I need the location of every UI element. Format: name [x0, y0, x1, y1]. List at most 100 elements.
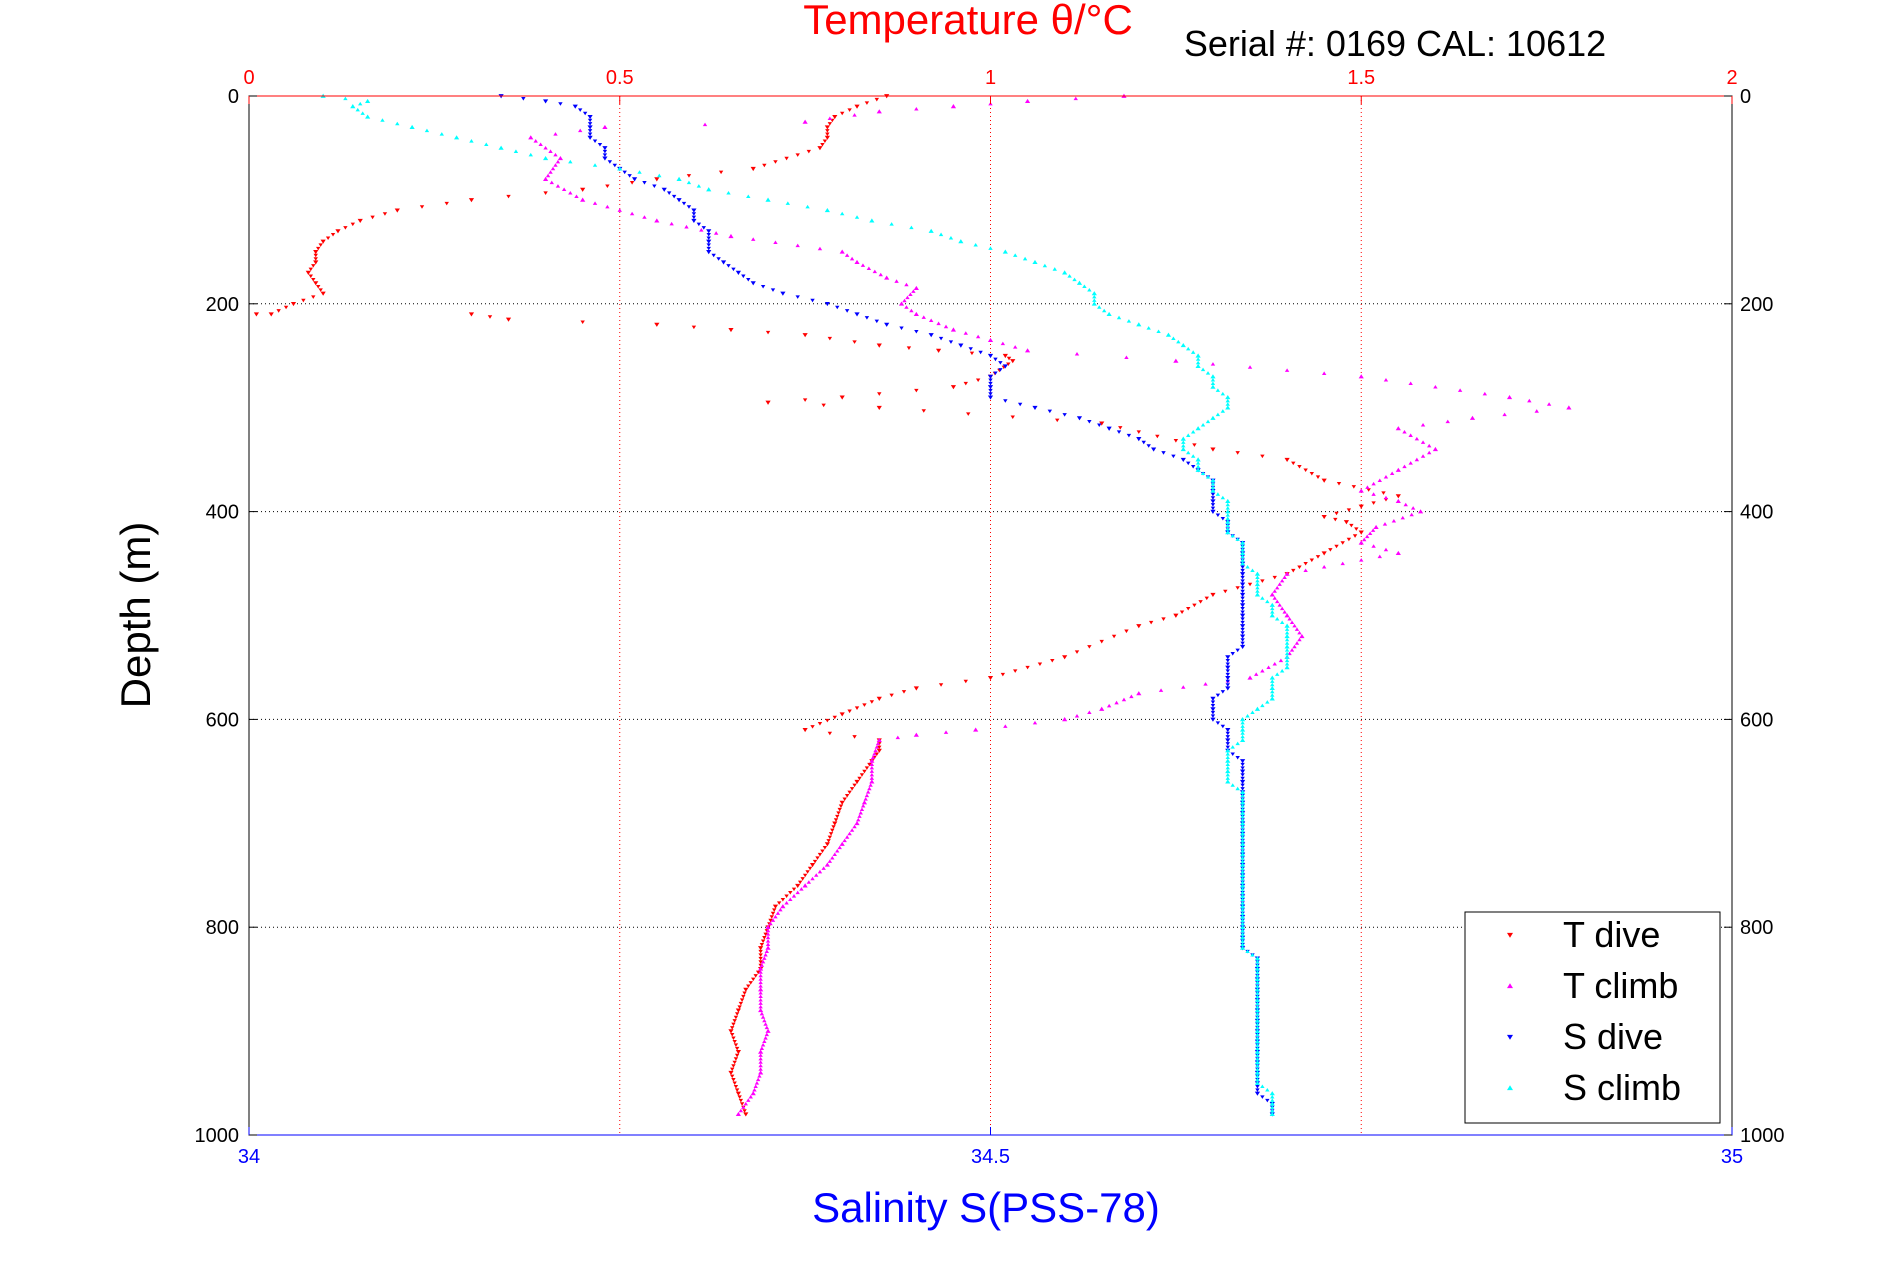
data-point	[958, 239, 964, 244]
data-point	[817, 722, 823, 726]
data-point	[837, 807, 842, 812]
data-point	[1409, 512, 1414, 517]
data-point	[1255, 1077, 1260, 1082]
data-point	[847, 790, 852, 795]
data-point	[1395, 467, 1401, 472]
data-point	[1215, 492, 1221, 496]
data-point	[706, 250, 712, 255]
data-point	[1333, 517, 1338, 522]
data-point	[810, 298, 815, 303]
data-point	[1205, 419, 1211, 424]
right-tick-label: 200	[1740, 294, 1773, 316]
data-point	[1013, 669, 1018, 673]
data-point	[1225, 394, 1231, 400]
data-point	[1254, 1018, 1261, 1023]
data-point	[759, 1011, 765, 1016]
data-point	[857, 814, 862, 818]
data-point	[1240, 617, 1245, 621]
data-point	[1358, 540, 1364, 545]
data-point	[1240, 872, 1246, 878]
data-point	[773, 914, 778, 919]
data-point	[1260, 596, 1265, 600]
data-point	[1255, 970, 1260, 974]
data-point	[1240, 550, 1246, 555]
data-point	[876, 343, 882, 348]
data-point	[1155, 434, 1160, 439]
data-point	[409, 124, 415, 129]
data-point	[1235, 741, 1240, 746]
data-point	[1284, 613, 1290, 618]
data-point	[1255, 980, 1260, 985]
data-point	[691, 215, 697, 220]
data-point	[711, 253, 716, 258]
data-point	[330, 232, 336, 237]
data-point	[1235, 755, 1240, 760]
data-point	[1240, 804, 1245, 808]
data-point	[350, 104, 356, 109]
data-point	[1254, 966, 1261, 971]
data-point	[797, 880, 803, 885]
data-point	[1240, 876, 1245, 881]
data-point	[1297, 565, 1302, 569]
data-point	[597, 142, 603, 147]
data-point	[1245, 713, 1250, 718]
data-point	[784, 900, 789, 905]
data-point	[1260, 454, 1265, 459]
data-point	[867, 786, 872, 791]
data-point	[637, 170, 642, 174]
data-point	[809, 863, 816, 868]
data-point	[1141, 440, 1146, 445]
data-point	[1240, 783, 1245, 788]
data-point	[587, 132, 593, 137]
data-point	[1352, 534, 1358, 538]
data-point	[1235, 586, 1240, 590]
data-point	[1003, 399, 1008, 403]
data-point	[550, 166, 556, 171]
data-point	[1255, 1022, 1260, 1026]
data-point	[757, 1074, 762, 1078]
data-point	[928, 318, 934, 322]
data-point	[1210, 710, 1216, 715]
data-point	[828, 832, 834, 836]
data-point	[1277, 603, 1282, 607]
legend: T dive T climb S dive S climb	[1464, 911, 1721, 1124]
data-point	[758, 1049, 764, 1054]
data-point	[1255, 1004, 1260, 1009]
data-point	[743, 1101, 749, 1106]
data-point	[732, 1039, 737, 1044]
data-point	[765, 932, 771, 936]
data-point	[849, 787, 855, 791]
data-point	[652, 184, 657, 189]
data-point	[1101, 308, 1107, 313]
data-point	[1269, 613, 1275, 618]
data-point	[844, 794, 850, 798]
data-point	[360, 111, 365, 115]
data-point	[734, 1053, 740, 1058]
data-point	[484, 142, 489, 147]
data-point	[869, 769, 875, 773]
data-point	[969, 351, 975, 356]
data-point	[864, 101, 870, 105]
data-point	[1334, 511, 1339, 516]
data-point	[868, 783, 873, 787]
data-point	[1047, 409, 1053, 414]
data-point	[824, 862, 830, 867]
data-point	[963, 381, 968, 386]
data-point	[1195, 467, 1201, 472]
data-point	[758, 1007, 764, 1013]
data-point	[713, 231, 719, 235]
data-point	[706, 246, 711, 251]
data-point	[1240, 568, 1245, 573]
data-point	[1013, 253, 1018, 257]
data-point	[602, 124, 608, 129]
data-point	[795, 243, 800, 248]
data-point	[1445, 419, 1450, 424]
data-point	[1002, 364, 1008, 369]
data-point	[1334, 544, 1339, 549]
data-point	[1240, 737, 1246, 742]
data-point	[1240, 859, 1245, 863]
y-axis-label: Depth (m)	[112, 522, 159, 709]
data-point	[1091, 291, 1097, 296]
data-point	[505, 317, 512, 322]
data-point	[1383, 495, 1389, 500]
